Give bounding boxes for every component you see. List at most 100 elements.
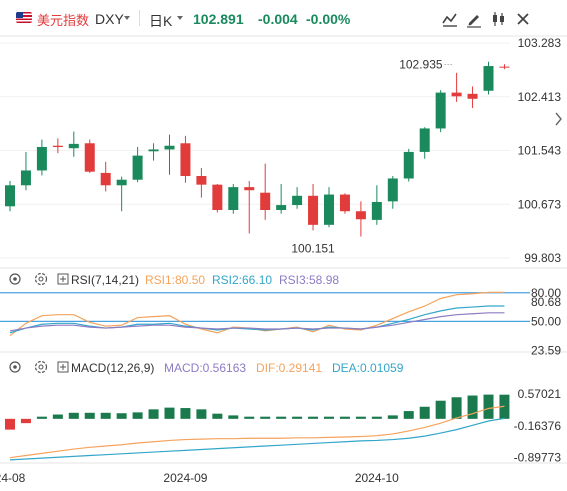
candle-body <box>355 211 366 220</box>
dif-line <box>9 405 505 459</box>
symbol-code[interactable]: DXY <box>95 11 124 27</box>
candle-body <box>212 184 223 210</box>
line-chart-icon[interactable] <box>441 10 459 28</box>
macd-histogram-bar <box>387 415 398 419</box>
macd-histogram-bar <box>339 416 350 419</box>
candle-body <box>483 66 494 91</box>
pencil-icon[interactable] <box>465 10 483 28</box>
macd-histogram-bar <box>451 397 462 419</box>
price-change: -0.004 <box>258 11 298 27</box>
rsi-series-line <box>9 312 505 332</box>
rsi-level-label: 50.00 <box>531 314 561 328</box>
time-tick-label: 2024-09 <box>163 471 207 485</box>
macd-histogram-bar <box>100 412 111 419</box>
price-tick-label: 100.673 <box>518 197 562 211</box>
candle-body <box>228 187 239 210</box>
macd-header: MACD(12,26,9) MACD:0.56163 DIF:0.29141 D… <box>9 360 404 375</box>
candle-body <box>419 128 430 152</box>
candle-body <box>132 155 143 180</box>
period-chevron-down-icon[interactable] <box>177 16 183 20</box>
candle-body <box>308 195 319 225</box>
macd-histogram-bar <box>84 412 95 419</box>
rsi-tick-label: 23.59 <box>531 344 561 358</box>
candle-body <box>196 176 207 185</box>
macd-tick-label: 0.57021 <box>518 387 562 401</box>
time-tick-label: 24-08 <box>0 471 26 485</box>
symbol-chevron-down-icon[interactable] <box>124 16 130 20</box>
macd-settings-icon[interactable] <box>34 360 48 374</box>
time-axis: 24-08 2024-09 2024-10 <box>0 471 399 485</box>
macd-histogram-bar <box>292 416 303 419</box>
macd-histogram-bar <box>68 412 79 419</box>
last-price: 102.891 <box>193 11 244 27</box>
macd-histogram-bar <box>52 414 63 419</box>
candle-body <box>324 194 334 225</box>
price-annotations: 102.935 100.151 <box>291 58 453 256</box>
scroll-right-icon[interactable] <box>555 112 562 126</box>
rsi-level-label: 80.00 <box>531 286 561 300</box>
macd-histogram-bar <box>148 409 159 419</box>
macd-axis: -0.89773 -0.16376 0.57021 <box>514 387 562 464</box>
macd-lines <box>9 405 505 461</box>
candle-body <box>467 93 478 99</box>
rsi-tick-label: 80.68 <box>531 295 561 309</box>
period-selector[interactable]: 日K <box>149 13 173 29</box>
candle-body <box>292 195 303 206</box>
price-change-percent: -0.00% <box>306 11 351 27</box>
candlestick-icon[interactable] <box>490 10 508 28</box>
rsi1-legend: RSI1:80.50 <box>145 273 205 287</box>
price-tick-label: 102.413 <box>518 90 562 104</box>
rsi-series-line <box>9 305 505 334</box>
candle-body <box>84 143 95 172</box>
macd-histogram-bar <box>196 409 207 419</box>
macd-histogram-bar <box>212 413 223 419</box>
macd-histogram-bar <box>419 406 430 419</box>
candle-body <box>499 66 510 68</box>
time-tick-label: 2024-10 <box>355 471 399 485</box>
macd-histogram-bar <box>403 411 414 419</box>
macd-histogram-bar <box>483 394 494 419</box>
candle-body <box>180 143 191 177</box>
divider <box>139 10 140 26</box>
macd-histogram-bar <box>260 416 271 419</box>
macd-histogram-bar <box>244 416 255 419</box>
candle-body <box>244 187 255 191</box>
rsi-header: RSI(7,14,21) RSI1:80.50 RSI2:66.10 RSI3:… <box>9 272 339 287</box>
price-grid <box>0 42 510 259</box>
symbol-name[interactable]: 美元指数 <box>37 13 90 28</box>
candle-body <box>451 92 462 97</box>
rsi-expand-icon[interactable] <box>57 273 69 285</box>
macd-eye-icon[interactable] <box>9 361 21 373</box>
candle-body <box>260 192 271 210</box>
macd-histogram-bar <box>5 418 15 430</box>
price-tick-label: 103.283 <box>518 36 562 50</box>
close-icon[interactable] <box>514 10 532 28</box>
macd-histogram-bar <box>132 412 143 419</box>
low-price-annotation: 100.151 <box>291 242 335 256</box>
macd-histogram-bar <box>276 416 287 419</box>
macd-histogram-bar <box>36 416 47 419</box>
rsi2-legend: RSI2:66.10 <box>212 273 272 287</box>
macd-expand-icon[interactable] <box>57 361 69 373</box>
high-price-annotation: 102.935 <box>399 58 443 72</box>
macd-histogram-bar <box>371 416 382 419</box>
price-candles <box>5 61 510 237</box>
candle-body <box>116 179 127 186</box>
candle-body <box>68 143 79 149</box>
dea-line <box>9 417 505 461</box>
rsi-eye-icon[interactable] <box>9 273 21 285</box>
macd-histogram-bar <box>324 416 334 419</box>
macd-histogram-bar <box>164 407 175 419</box>
candle-body <box>148 149 159 152</box>
macd-tick-label: -0.89773 <box>514 451 562 465</box>
macd-histogram-bar <box>308 416 319 419</box>
macd-histogram-bar <box>467 395 478 419</box>
macd-legend: MACD:0.56163 <box>164 361 246 375</box>
rsi-settings-icon[interactable] <box>34 272 48 286</box>
macd-histogram-bar <box>116 413 127 419</box>
candle-body <box>36 146 47 171</box>
price-tick-label: 101.543 <box>518 144 562 158</box>
rsi3-legend: RSI3:58.98 <box>279 273 339 287</box>
candle-body <box>52 145 63 147</box>
